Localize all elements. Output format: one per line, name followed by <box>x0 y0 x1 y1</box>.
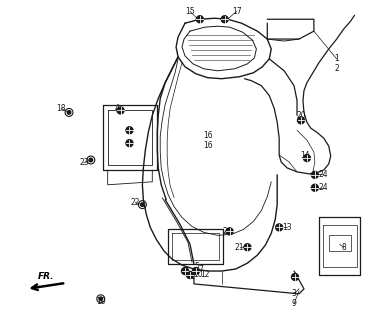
Text: 22: 22 <box>131 198 140 207</box>
Text: 24: 24 <box>319 183 329 192</box>
Circle shape <box>187 272 193 278</box>
Text: 12: 12 <box>200 269 210 278</box>
Text: 16: 16 <box>203 140 213 150</box>
Text: 7: 7 <box>198 265 203 274</box>
Circle shape <box>67 111 71 114</box>
Text: 15: 15 <box>185 7 195 16</box>
Circle shape <box>298 117 305 124</box>
Text: 16: 16 <box>203 131 213 140</box>
Circle shape <box>99 297 102 300</box>
Circle shape <box>196 16 203 23</box>
Circle shape <box>226 228 233 235</box>
Circle shape <box>193 268 199 275</box>
Text: 18: 18 <box>56 104 66 113</box>
Circle shape <box>276 224 283 231</box>
Circle shape <box>117 107 124 114</box>
Text: 24: 24 <box>223 227 233 236</box>
Circle shape <box>126 140 133 147</box>
Circle shape <box>141 203 144 206</box>
Text: 1: 1 <box>334 54 339 63</box>
Text: 20: 20 <box>296 111 306 120</box>
Text: 8: 8 <box>341 243 346 252</box>
Text: 6: 6 <box>184 267 190 276</box>
Circle shape <box>244 244 251 251</box>
Circle shape <box>89 158 93 162</box>
Text: 23: 23 <box>79 158 89 167</box>
Circle shape <box>126 127 133 134</box>
Text: 10: 10 <box>193 269 203 278</box>
Circle shape <box>303 155 311 162</box>
Text: 4: 4 <box>114 104 119 113</box>
Circle shape <box>311 172 318 178</box>
Circle shape <box>221 16 228 23</box>
Text: 14: 14 <box>300 150 310 160</box>
Text: 17: 17 <box>232 7 242 16</box>
Text: 19: 19 <box>96 297 106 306</box>
Circle shape <box>181 268 188 275</box>
Text: 9: 9 <box>292 299 296 308</box>
Text: 24: 24 <box>319 170 329 180</box>
Text: 2: 2 <box>334 64 339 73</box>
Text: FR.: FR. <box>38 272 55 281</box>
Text: 3: 3 <box>292 289 296 298</box>
Bar <box>329 235 351 251</box>
Text: 11: 11 <box>186 272 196 282</box>
Text: 13: 13 <box>282 223 292 232</box>
Circle shape <box>311 184 318 191</box>
Text: 21: 21 <box>235 243 244 252</box>
Circle shape <box>292 274 299 280</box>
Text: 5: 5 <box>194 261 199 271</box>
